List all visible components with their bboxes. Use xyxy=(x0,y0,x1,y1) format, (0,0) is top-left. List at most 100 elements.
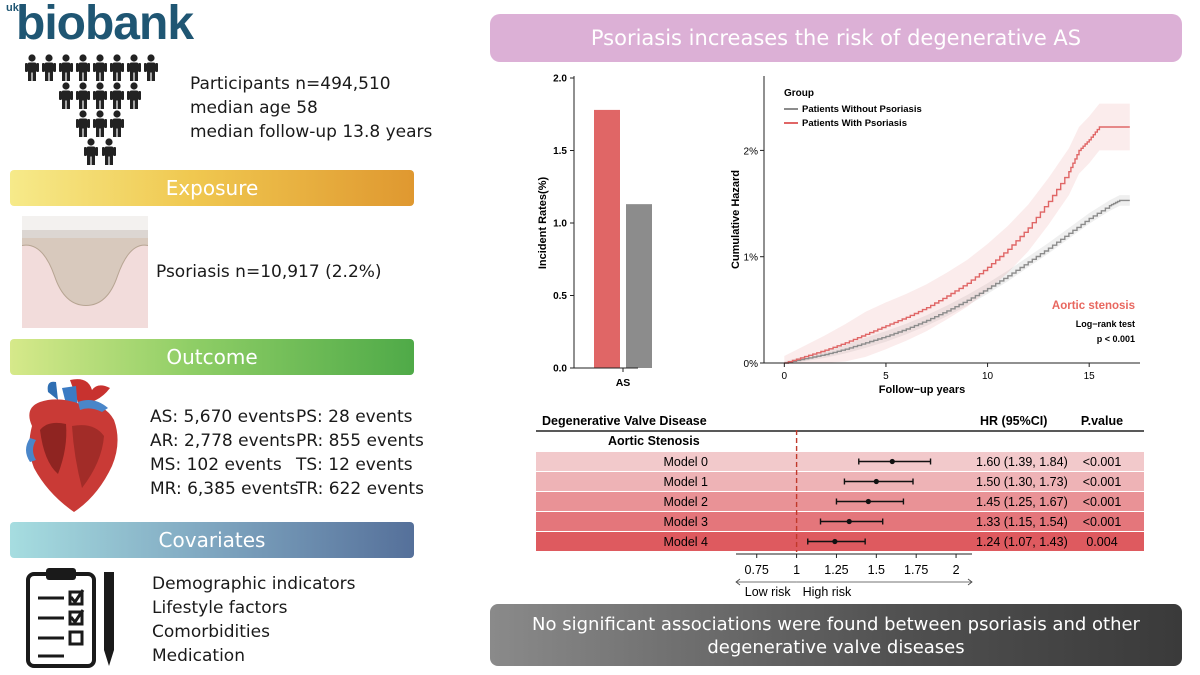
forest-p-text: 0.004 xyxy=(1086,535,1117,549)
km-axes: 0% 1% 2% 0 5 10 15 Follow−up years Cumulative Ha… xyxy=(730,76,1140,396)
forest-p-text: <0.001 xyxy=(1083,475,1122,489)
forest-high-risk-label: High risk xyxy=(803,585,852,599)
people-row-2 xyxy=(59,82,141,109)
bar-x-axis: AS xyxy=(616,368,631,389)
median-follow-up-text: median follow-up 13.8 years xyxy=(190,122,433,142)
km-confidence-bands xyxy=(784,103,1130,363)
event-tr: TR: 622 events xyxy=(296,479,424,499)
covariate-lifestyle: Lifestyle factors xyxy=(152,598,288,618)
forest-point-estimate xyxy=(865,498,871,505)
conclusion-line-1: No significant associations were found b… xyxy=(532,614,1140,635)
bar-marks xyxy=(594,109,652,369)
forest-model-label: Model 2 xyxy=(664,495,709,509)
participants-icon xyxy=(25,54,158,165)
bar-y-axis-label: Incident Rates(%) xyxy=(537,177,549,270)
km-y-axis-label: Cumulative Hazard xyxy=(730,170,742,269)
people-row-1 xyxy=(25,54,158,81)
forest-p-text: <0.001 xyxy=(1083,515,1122,529)
bar-y-axis: 0.0 0.5 1.0 1.5 2.0 xyxy=(553,74,574,375)
km-test-label: Log−rank test xyxy=(1076,319,1135,329)
psoriasis-count-text: Psoriasis n=10,917 (2.2%) xyxy=(156,262,382,282)
forest-x-tick-label: 1.5 xyxy=(868,563,885,577)
heart-icon xyxy=(26,379,118,512)
forest-p-text: <0.001 xyxy=(1083,455,1122,469)
conclusion-banner: No significant associations were found b… xyxy=(490,604,1182,666)
headline-banner: Psoriasis increases the risk of degenera… xyxy=(490,14,1182,62)
event-ts: TS: 12 events xyxy=(296,455,413,475)
event-as: AS: 5,670 events xyxy=(150,407,295,427)
covariate-comorbidities: Comorbidities xyxy=(152,622,270,642)
exposure-heading: Exposure xyxy=(10,170,414,206)
km-legend-without: Patients Without Psoriasis xyxy=(802,104,922,115)
clipboard-icon xyxy=(26,568,114,668)
forest-hr-text: 1.33 (1.15, 1.54) xyxy=(976,515,1068,529)
forest-group-label: Aortic Stenosis xyxy=(608,434,700,448)
incident-rate-bar-chart: 0.0 0.5 1.0 1.5 2.0 AS Incident Rates(%) xyxy=(537,74,652,389)
skin-layer-illustration xyxy=(22,216,148,328)
forest-model-label: Model 4 xyxy=(664,535,709,549)
forest-plot-table: Degenerative Valve Disease HR (95%CI) P.… xyxy=(536,414,1144,599)
forest-model-label: Model 1 xyxy=(664,475,709,489)
event-mr: MR: 6,385 events xyxy=(150,479,299,499)
forest-x-tick-label: 2 xyxy=(953,563,960,577)
event-ps: PS: 28 events xyxy=(296,407,413,427)
participants-text: Participants n=494,510 xyxy=(190,74,391,94)
km-band-with-psoriasis xyxy=(784,103,1130,363)
median-age-text: median age 58 xyxy=(190,98,318,118)
km-y-tick-label: 1% xyxy=(744,253,759,264)
forest-p-text: <0.001 xyxy=(1083,495,1122,509)
people-row-3 xyxy=(76,110,124,137)
km-x-axis-label: Follow−up years xyxy=(879,384,966,396)
conclusion-line-2: degenerative valve diseases xyxy=(707,637,965,658)
forest-point-estimate xyxy=(846,518,852,525)
event-pr: PR: 855 events xyxy=(296,431,424,451)
forest-estimates xyxy=(807,458,932,545)
forest-row-bg xyxy=(536,472,1144,491)
forest-point-estimate xyxy=(832,538,838,545)
forest-hr-text: 1.60 (1.39, 1.84) xyxy=(976,455,1068,469)
km-legend-title: Group xyxy=(784,88,814,99)
bar-with-psoriasis xyxy=(594,109,620,369)
km-x-tick-label: 5 xyxy=(883,371,889,382)
km-x-tick-label: 15 xyxy=(1084,371,1096,382)
uk-biobank-logo: uk biobank xyxy=(6,0,236,52)
forest-point-estimate xyxy=(873,478,879,485)
km-series-lines xyxy=(784,126,1130,364)
forest-row-bg xyxy=(536,452,1144,471)
km-band-without-psoriasis xyxy=(784,195,1130,363)
covariate-demographic: Demographic indicators xyxy=(152,574,356,594)
km-annotation: Aortic stenosis xyxy=(1052,300,1135,312)
bar-y-tick-label: 2.0 xyxy=(553,74,567,85)
outcome-heading: Outcome xyxy=(10,339,414,375)
bar-y-tick-label: 0.0 xyxy=(553,364,567,375)
forest-x-tick-label: 1.75 xyxy=(904,563,928,577)
forest-header-disease: Degenerative Valve Disease xyxy=(542,414,707,428)
bar-without-psoriasis xyxy=(626,204,652,368)
pencil-icon xyxy=(104,572,114,666)
forest-hr-text: 1.24 (1.07, 1.43) xyxy=(976,535,1068,549)
event-ar: AR: 2,778 events xyxy=(150,431,296,451)
km-p-label: p < 0.001 xyxy=(1097,334,1135,344)
forest-low-risk-arrowhead xyxy=(735,578,741,586)
forest-hr-text: 1.45 (1.25, 1.67) xyxy=(976,495,1068,509)
forest-risk-labels: Low risk High risk xyxy=(735,578,973,599)
forest-low-risk-label: Low risk xyxy=(745,585,792,599)
forest-header-hr: HR (95%CI) xyxy=(980,414,1047,428)
bar-y-tick-label: 1.5 xyxy=(553,146,567,157)
logo-wordmark: biobank xyxy=(16,0,194,50)
forest-x-tick-label: 1 xyxy=(793,563,800,577)
km-x-tick-label: 10 xyxy=(982,371,994,382)
km-x-tick-label: 0 xyxy=(782,371,788,382)
forest-high-risk-arrowhead xyxy=(967,578,973,586)
bar-y-tick-label: 0.5 xyxy=(553,291,567,302)
forest-hr-text: 1.50 (1.30, 1.73) xyxy=(976,475,1068,489)
people-row-4 xyxy=(84,138,116,165)
bar-y-tick-label: 1.0 xyxy=(553,219,567,230)
bar-x-tick-label: AS xyxy=(616,377,631,389)
event-ms: MS: 102 events xyxy=(150,455,282,475)
forest-header-p: P.value xyxy=(1081,414,1123,428)
km-legend-with: Patients With Psoriasis xyxy=(802,118,907,129)
covariates-heading: Covariates xyxy=(10,522,414,558)
forest-point-estimate xyxy=(889,458,895,465)
forest-model-label: Model 3 xyxy=(664,515,709,529)
